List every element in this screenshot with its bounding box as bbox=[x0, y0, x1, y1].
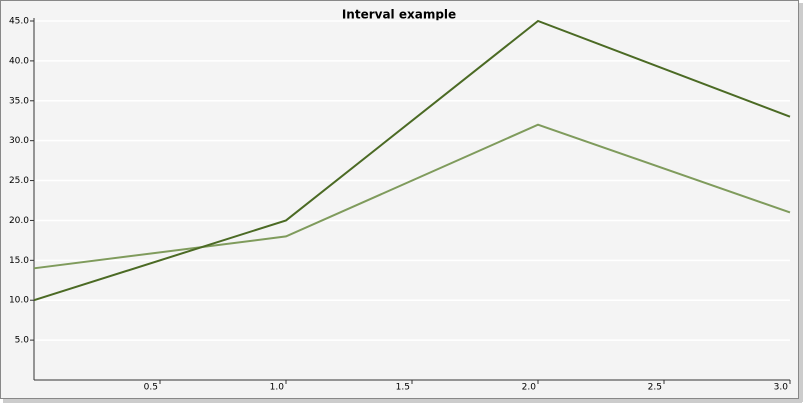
y-tick-label: 45.0 bbox=[9, 17, 29, 27]
series-line bbox=[33, 19, 791, 302]
x-tick-label: 3.0 bbox=[774, 383, 789, 393]
y-tick-label: 30.0 bbox=[9, 136, 29, 146]
y-tick-label: 35.0 bbox=[9, 96, 29, 106]
y-tick-label: 10.0 bbox=[9, 296, 29, 306]
x-tick-label: 0.5 bbox=[144, 383, 158, 393]
shadow bbox=[799, 3, 803, 402]
x-tick-label: 2.5 bbox=[648, 383, 662, 393]
y-tick-label: 40.0 bbox=[9, 56, 29, 66]
series-line bbox=[33, 123, 791, 270]
x-tick-label: 2.0 bbox=[522, 383, 537, 393]
y-tick-label: 20.0 bbox=[9, 216, 29, 226]
chart-title: Interval example bbox=[342, 8, 456, 22]
shadow bbox=[3, 399, 802, 403]
x-tick-label: 1.5 bbox=[396, 383, 410, 393]
y-tick-label: 15.0 bbox=[9, 256, 29, 266]
y-tick-label: 25.0 bbox=[9, 176, 29, 186]
x-tick-label: 1.0 bbox=[270, 383, 285, 393]
y-tick-label: 5.0 bbox=[15, 336, 30, 346]
